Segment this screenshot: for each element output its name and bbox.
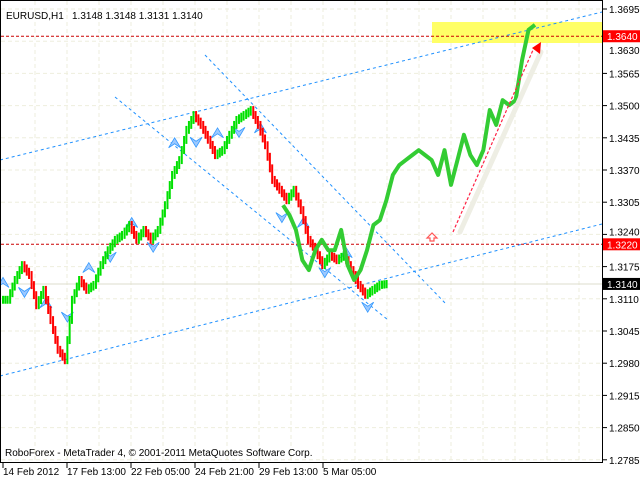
x-tick-label: 5 Mar 05:00 <box>323 467 377 478</box>
y-tick-label: 1.2850 <box>609 424 640 435</box>
channel-line <box>0 223 603 377</box>
candles <box>2 106 388 365</box>
level-price-label: 1.3640 <box>607 32 638 43</box>
x-tick-label: 29 Feb 13:00 <box>259 467 318 478</box>
buy-arrow-icon <box>425 232 439 242</box>
annotations <box>425 42 544 242</box>
fractal-down-icon <box>146 241 160 254</box>
y-tick-label: 1.3435 <box>609 134 640 145</box>
y-tick-label: 1.3370 <box>609 166 640 177</box>
forecast-line <box>281 23 537 282</box>
fractal-up-icon <box>211 127 224 139</box>
fractal-up-icon <box>82 261 96 273</box>
y-tick-label: 1.2785 <box>609 456 640 467</box>
channel-line <box>0 11 603 161</box>
y-tick-label: 1.2980 <box>609 359 640 370</box>
level-price-tag <box>603 30 640 43</box>
grid <box>1 1 602 462</box>
y-tick-label: 1.3045 <box>609 327 640 338</box>
trend-shadow <box>457 49 544 235</box>
x-tick-label: 24 Feb 21:00 <box>195 467 254 478</box>
fractal-down-icon <box>61 311 74 323</box>
fractal-down-icon <box>18 287 31 299</box>
chart-header-ohlc: 1.3148 1.3148 1.3131 1.3140 <box>72 11 203 22</box>
y-tick-label: 1.3110 <box>609 295 639 306</box>
y-tick-label: 1.2915 <box>609 391 640 402</box>
target-arrow-icon <box>532 42 541 54</box>
fractals <box>0 122 375 323</box>
x-tick-label: 22 Feb 05:00 <box>131 467 190 478</box>
trend-lines <box>0 11 603 377</box>
fractal-up-icon <box>0 276 10 288</box>
fractal-down-icon <box>189 136 203 149</box>
current-price-tag <box>603 277 640 290</box>
y-tick-label: 1.3305 <box>609 198 640 209</box>
time-axis[interactable]: 14 Feb 2012 17 Feb 13:00 22 Feb 05:00 24 Fe… <box>2 462 377 478</box>
forecast-path <box>281 23 537 282</box>
level-price-label: 1.3220 <box>607 240 638 251</box>
y-tick-label: 1.3500 <box>609 102 640 113</box>
plot-border <box>0 0 603 463</box>
current-price-label: 1.3140 <box>607 280 638 291</box>
fractal-down-icon <box>275 212 289 224</box>
fractal-down-icon <box>318 267 332 279</box>
level-price-tag <box>603 238 640 251</box>
copyright-text: RoboForex - MetaTrader 4, © 2001-2011 Me… <box>5 448 313 459</box>
target-zone <box>432 22 602 43</box>
y-tick-label: 1.3565 <box>609 69 640 80</box>
price-axis[interactable]: 1.3695 1.3630 1.3565 1.3500 1.3435 1.3370 1.33… <box>602 5 640 467</box>
fractal-down-icon <box>232 127 246 139</box>
x-tick-label: 14 Feb 2012 <box>3 467 60 478</box>
channel-line <box>204 54 448 306</box>
y-tick-label: 1.3630 <box>609 46 640 57</box>
y-tick-label: 1.3240 <box>609 227 640 238</box>
target-arrow-line <box>452 49 534 233</box>
x-tick-label: 17 Feb 13:00 <box>67 467 126 478</box>
fractal-up-icon <box>168 136 181 149</box>
chart-header-symbol: EURUSD,H1 <box>6 11 64 22</box>
y-tick-label: 1.3695 <box>609 5 640 16</box>
y-tick-label: 1.3175 <box>609 263 640 274</box>
fractal-down-icon <box>361 301 375 313</box>
channel-line <box>114 96 389 321</box>
